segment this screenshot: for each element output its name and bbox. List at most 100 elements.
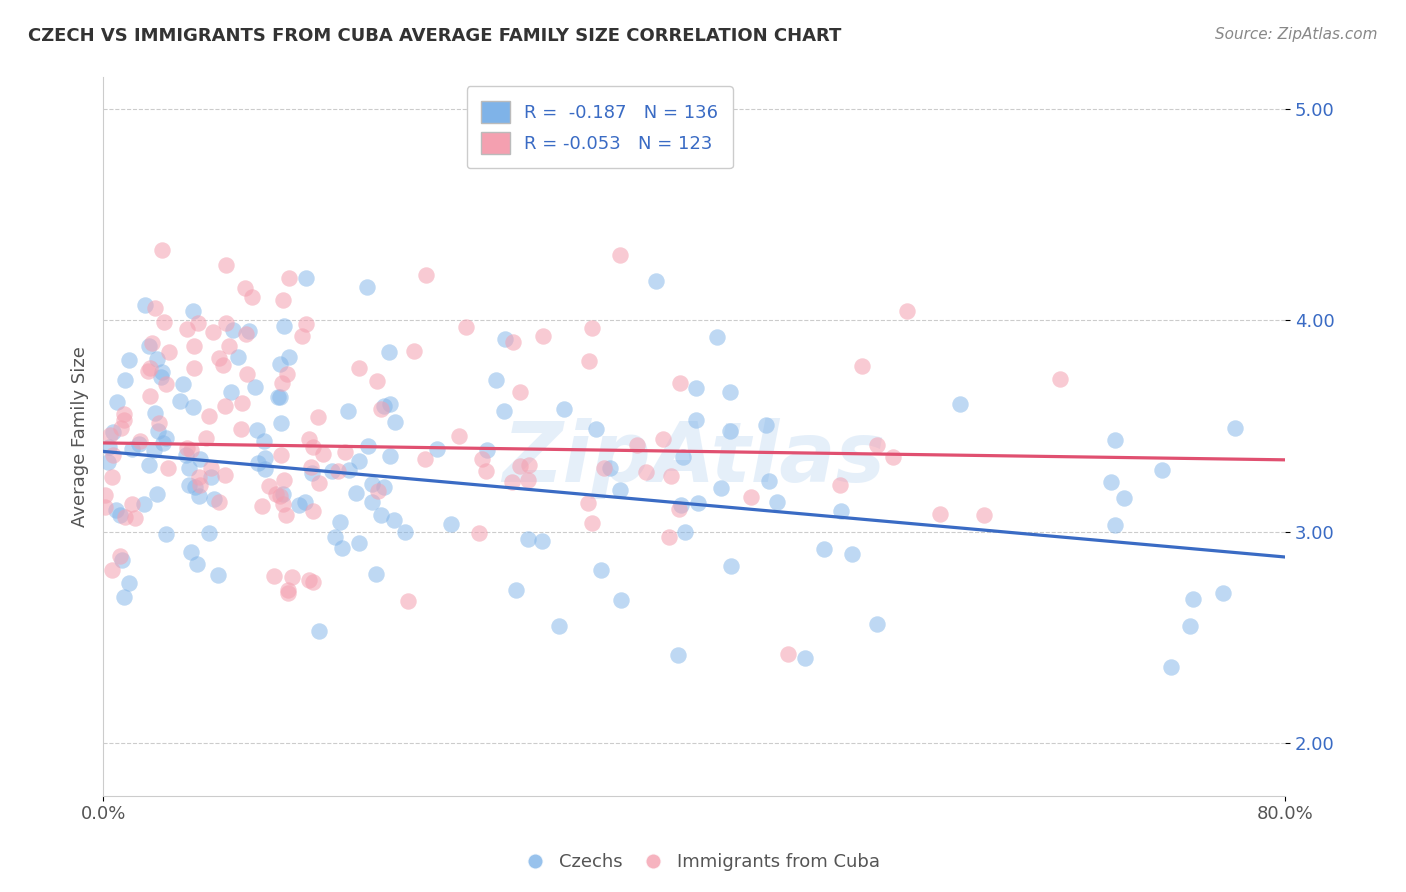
Point (236, 367, 259, 381)
Point (778, 647, 800, 661)
Point (218, 339, 240, 353)
Point (181, 304, 204, 318)
Point (188, 489, 211, 503)
Point (531, 328, 554, 343)
Text: ZipAtlas: ZipAtlas (503, 417, 886, 499)
Point (243, 379, 266, 393)
Y-axis label: Average Family Size: Average Family Size (72, 346, 89, 527)
Point (589, 563, 612, 577)
Point (344, 486, 367, 500)
Point (669, 376, 692, 391)
Point (214, 468, 236, 483)
Point (585, 422, 607, 436)
Point (267, 390, 290, 404)
Point (1223, 421, 1246, 435)
Point (384, 415, 406, 429)
Point (501, 475, 523, 490)
Point (214, 400, 236, 414)
Point (179, 460, 201, 475)
Point (356, 439, 378, 453)
Point (475, 443, 498, 458)
Point (828, 477, 851, 491)
Point (215, 258, 238, 272)
Point (246, 423, 269, 437)
Point (291, 328, 314, 343)
Point (270, 416, 292, 430)
Point (274, 508, 297, 522)
Point (288, 498, 311, 512)
Point (755, 417, 778, 432)
Point (378, 449, 401, 463)
Point (301, 466, 323, 480)
Point (308, 624, 330, 638)
Point (176, 441, 198, 455)
Point (231, 395, 253, 409)
Point (253, 462, 276, 476)
Point (214, 316, 236, 330)
Point (138, 458, 160, 473)
Point (1099, 475, 1122, 489)
Point (360, 477, 382, 491)
Point (949, 397, 972, 411)
Point (454, 320, 477, 334)
Point (270, 449, 292, 463)
Point (1112, 491, 1135, 506)
Point (226, 350, 249, 364)
Point (181, 401, 204, 415)
Point (710, 481, 733, 495)
Point (150, 365, 173, 379)
Point (370, 508, 392, 523)
Point (298, 573, 321, 587)
Point (413, 452, 436, 467)
Point (143, 406, 166, 420)
Point (326, 464, 349, 478)
Point (180, 442, 202, 457)
Point (706, 330, 728, 344)
Point (686, 496, 709, 510)
Point (134, 298, 156, 312)
Point (610, 593, 633, 607)
Point (169, 394, 191, 409)
Point (1104, 518, 1126, 533)
Point (402, 343, 425, 358)
Point (718, 384, 741, 399)
Point (356, 279, 378, 293)
Legend: Czechs, Immigrants from Cuba: Czechs, Immigrants from Cuba (519, 847, 887, 879)
Point (644, 274, 666, 288)
Point (896, 304, 918, 318)
Point (276, 368, 298, 382)
Point (240, 290, 263, 304)
Point (851, 359, 873, 373)
Point (118, 576, 141, 591)
Point (364, 566, 387, 581)
Point (134, 497, 156, 511)
Point (668, 501, 690, 516)
Point (277, 586, 299, 600)
Point (273, 318, 295, 333)
Point (517, 533, 540, 547)
Point (93, 500, 115, 514)
Text: CZECH VS IMMIGRANTS FROM CUBA AVERAGE FAMILY SIZE CORRELATION CHART: CZECH VS IMMIGRANTS FROM CUBA AVERAGE FA… (28, 27, 842, 45)
Point (222, 323, 245, 337)
Point (103, 425, 125, 439)
Point (150, 243, 173, 257)
Point (111, 552, 134, 566)
Point (93, 488, 115, 502)
Point (207, 567, 229, 582)
Point (505, 583, 527, 598)
Point (494, 332, 516, 346)
Point (294, 270, 316, 285)
Point (576, 496, 599, 510)
Point (271, 293, 294, 307)
Point (1182, 592, 1205, 607)
Point (1150, 462, 1173, 476)
Point (138, 339, 160, 353)
Point (299, 459, 322, 474)
Point (841, 547, 863, 561)
Point (101, 470, 124, 484)
Point (669, 498, 692, 512)
Point (252, 434, 274, 449)
Point (592, 461, 614, 475)
Point (201, 326, 224, 340)
Point (146, 424, 169, 438)
